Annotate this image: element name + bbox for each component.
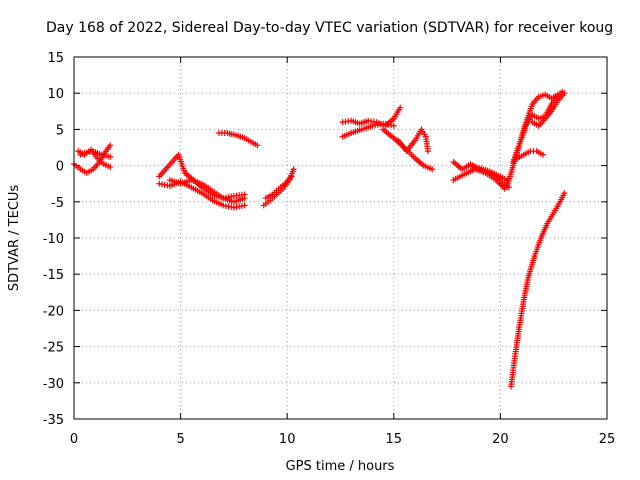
y-tick-label: -25: [43, 341, 64, 356]
x-tick-label: 20: [492, 432, 509, 447]
data-point: [241, 195, 248, 202]
series-arc-7d: [529, 90, 568, 129]
chart-title: Day 168 of 2022, Sidereal Day-to-day VTE…: [46, 20, 613, 36]
y-tick-label: -30: [43, 377, 64, 392]
y-tick-label: -20: [43, 304, 64, 319]
x-axis-label: GPS time / hours: [286, 459, 395, 474]
data-point-fill: [86, 148, 93, 155]
data-point: [83, 149, 90, 156]
x-tick-label: 15: [386, 432, 403, 447]
y-tick-label: 0: [56, 160, 64, 175]
y-tick-label: 10: [47, 87, 64, 102]
tick-layer: 0 5 10 15 20 25 15 10 5 0 -5 -10 -15 -20 -25 -30 -35: [43, 51, 616, 447]
y-tick-label: 15: [47, 51, 64, 66]
series-arc-5d: [395, 126, 431, 155]
y-tick-label: -10: [43, 232, 64, 247]
series-arc-1c: [77, 148, 114, 160]
data-layer: [71, 88, 568, 390]
x-tick-label: 0: [70, 432, 78, 447]
data-point: [254, 142, 261, 149]
y-axis-label: SDTVAR / TECUs: [7, 185, 22, 292]
data-point: [390, 122, 397, 129]
x-tick-label: 5: [176, 432, 184, 447]
series-arc-3: [215, 130, 261, 149]
series-arc-5a: [339, 104, 404, 129]
data-point: [107, 164, 114, 171]
data-point: [561, 190, 568, 197]
plot-frame: [73, 56, 608, 420]
data-point: [561, 90, 568, 97]
data-point: [397, 104, 404, 111]
data-point: [107, 153, 114, 160]
y-tick-label: -35: [43, 413, 64, 428]
data-point: [241, 202, 248, 209]
series-arc-5b: [339, 120, 397, 140]
series-arc-2c: [166, 177, 248, 205]
series-arc-7c: [514, 148, 547, 162]
series-arc-8: [508, 190, 568, 390]
data-point: [107, 142, 114, 149]
data-point: [288, 173, 295, 180]
x-tick-label: 25: [599, 432, 616, 447]
data-point: [424, 148, 431, 155]
data-point: [429, 166, 436, 173]
y-tick-label: -5: [51, 196, 64, 211]
data-point: [540, 151, 547, 158]
y-tick-label: 5: [56, 123, 64, 138]
grid-layer: [74, 57, 607, 419]
series-arc-1a: [71, 142, 114, 176]
x-tick-label: 10: [279, 432, 296, 447]
series-arc-7a: [503, 88, 566, 191]
y-tick-label: -15: [43, 268, 64, 283]
series-arc-4b: [262, 173, 295, 202]
data-point: [290, 166, 297, 173]
series-arc-6c: [465, 162, 510, 184]
